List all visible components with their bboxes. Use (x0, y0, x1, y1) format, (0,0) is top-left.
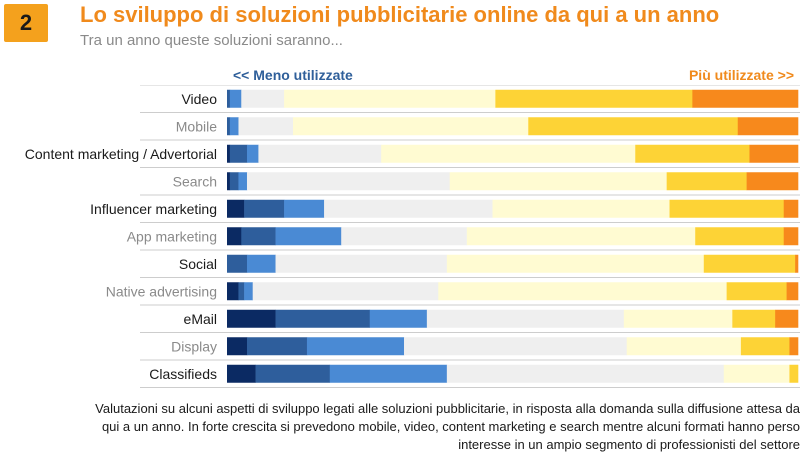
category-label: eMail (184, 311, 217, 327)
stacked-bar-chart: Video Mobile Content marketing / Advertori… (25, 85, 800, 388)
bar-segment (789, 337, 799, 356)
bar-segment (783, 227, 799, 246)
bar-segment (528, 117, 739, 136)
bar-segment (466, 227, 696, 246)
bar-segment (246, 254, 276, 273)
legend-less-used: << Meno utilizzate (233, 67, 353, 83)
bar-segment (244, 199, 285, 218)
bar-segment (726, 282, 787, 301)
bar-segment (669, 199, 785, 218)
bar-segment (746, 172, 799, 191)
bar-segment (238, 117, 294, 136)
bar-segment (789, 364, 799, 383)
bar-segment (446, 364, 725, 383)
bar-segment (246, 337, 308, 356)
bar-segment (329, 364, 448, 383)
bar-segment (275, 309, 371, 328)
section-number-badge: 2 (4, 4, 48, 42)
bar-segment (275, 254, 448, 273)
category-label: Classifieds (149, 366, 217, 382)
bar-segment (449, 172, 667, 191)
bar-segment (775, 309, 799, 328)
bar-segment (227, 89, 231, 108)
bar-segment (341, 227, 468, 246)
bar-segment (229, 89, 242, 108)
bar-segment (306, 337, 405, 356)
page-title: Lo sviluppo di soluzioni pubblicitarie o… (80, 2, 720, 27)
bar-segment (732, 309, 776, 328)
bar-segment (740, 337, 790, 356)
bar-segment (229, 172, 239, 191)
bar-segment (238, 172, 248, 191)
bar-segment (227, 309, 276, 328)
bar-segment (635, 144, 750, 163)
category-label: Video (181, 91, 217, 107)
bar-segment (227, 117, 231, 136)
bar-segment (227, 364, 256, 383)
chart-caption: Valutazioni su alcuni aspetti di svilupp… (95, 401, 800, 452)
bar-segment (695, 227, 785, 246)
bar-segment (446, 254, 705, 273)
bar-segment (737, 117, 799, 136)
bar-segment (258, 144, 382, 163)
bar-segment (749, 144, 799, 163)
bar-segment (324, 199, 493, 218)
bar-segment (238, 282, 245, 301)
category-label: Social (179, 256, 217, 272)
bar-segment (783, 199, 799, 218)
bar-segment (227, 254, 248, 273)
category-label: Influencer marketing (90, 201, 217, 217)
bar-segment (229, 117, 239, 136)
bar-segment (623, 309, 733, 328)
bar-segment (246, 172, 450, 191)
bar-segment (229, 144, 248, 163)
bar-segment (284, 89, 496, 108)
bar-segment (438, 282, 727, 301)
legend-more-used: Più utilizzate >> (688, 67, 794, 83)
category-label: Search (173, 173, 217, 189)
bar-segment (404, 337, 627, 356)
bar-segment (241, 89, 285, 108)
bar-segment (723, 364, 790, 383)
bar-segment (292, 117, 529, 136)
bar-segment (252, 282, 439, 301)
bar-segment (275, 227, 342, 246)
bar-segment (795, 254, 799, 273)
bar-segment (241, 227, 276, 246)
bar-segment (227, 227, 242, 246)
bar-segment (227, 172, 231, 191)
page-subtitle: Tra un anno queste soluzioni saranno... (80, 32, 343, 49)
bar-segment (255, 364, 331, 383)
bar-segment (227, 282, 239, 301)
bar-segment (495, 89, 693, 108)
category-label: Content marketing / Advertorial (25, 146, 217, 162)
bar-segment (666, 172, 747, 191)
category-label: App marketing (127, 228, 217, 244)
bar-segment (244, 282, 253, 301)
bar-segment (284, 199, 325, 218)
bar-segment (426, 309, 625, 328)
bar-segment (381, 144, 636, 163)
bar-segment (227, 337, 248, 356)
bar-segment (626, 337, 742, 356)
bar-segment (227, 144, 231, 163)
bar-segment (786, 282, 799, 301)
category-label: Display (171, 338, 217, 354)
bar-segment (246, 144, 259, 163)
bar-segment (492, 199, 670, 218)
bar-segment (692, 89, 799, 108)
bar-segment (369, 309, 428, 328)
bar-segment (703, 254, 796, 273)
bar-segment (227, 199, 245, 218)
category-label: Mobile (176, 118, 217, 134)
category-label: Native advertising (106, 283, 217, 299)
